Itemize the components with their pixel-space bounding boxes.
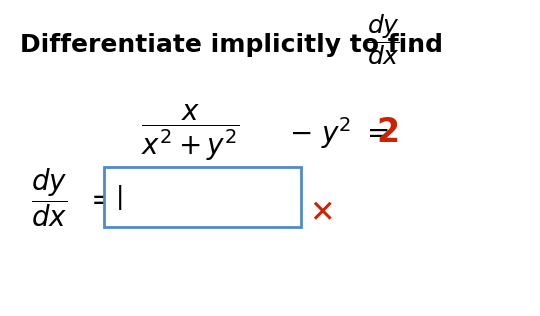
Text: 2: 2 — [376, 116, 400, 149]
Text: ✕: ✕ — [309, 199, 335, 228]
Text: $\dfrac{dy}{dx}$: $\dfrac{dy}{dx}$ — [367, 12, 400, 67]
Text: $=$: $=$ — [85, 184, 116, 213]
Bar — [104, 167, 301, 227]
Text: .: . — [407, 33, 416, 57]
Text: $\dfrac{dy}{dx}$: $\dfrac{dy}{dx}$ — [31, 167, 68, 229]
Text: $\dfrac{x}{x^2 + y^2}$: $\dfrac{x}{x^2 + y^2}$ — [141, 102, 240, 163]
Text: |: | — [116, 185, 124, 210]
Text: Differentiate implicitly to find: Differentiate implicitly to find — [19, 33, 451, 57]
Text: $ - \ y^2 \ = $: $ - \ y^2 \ = $ — [289, 115, 389, 151]
